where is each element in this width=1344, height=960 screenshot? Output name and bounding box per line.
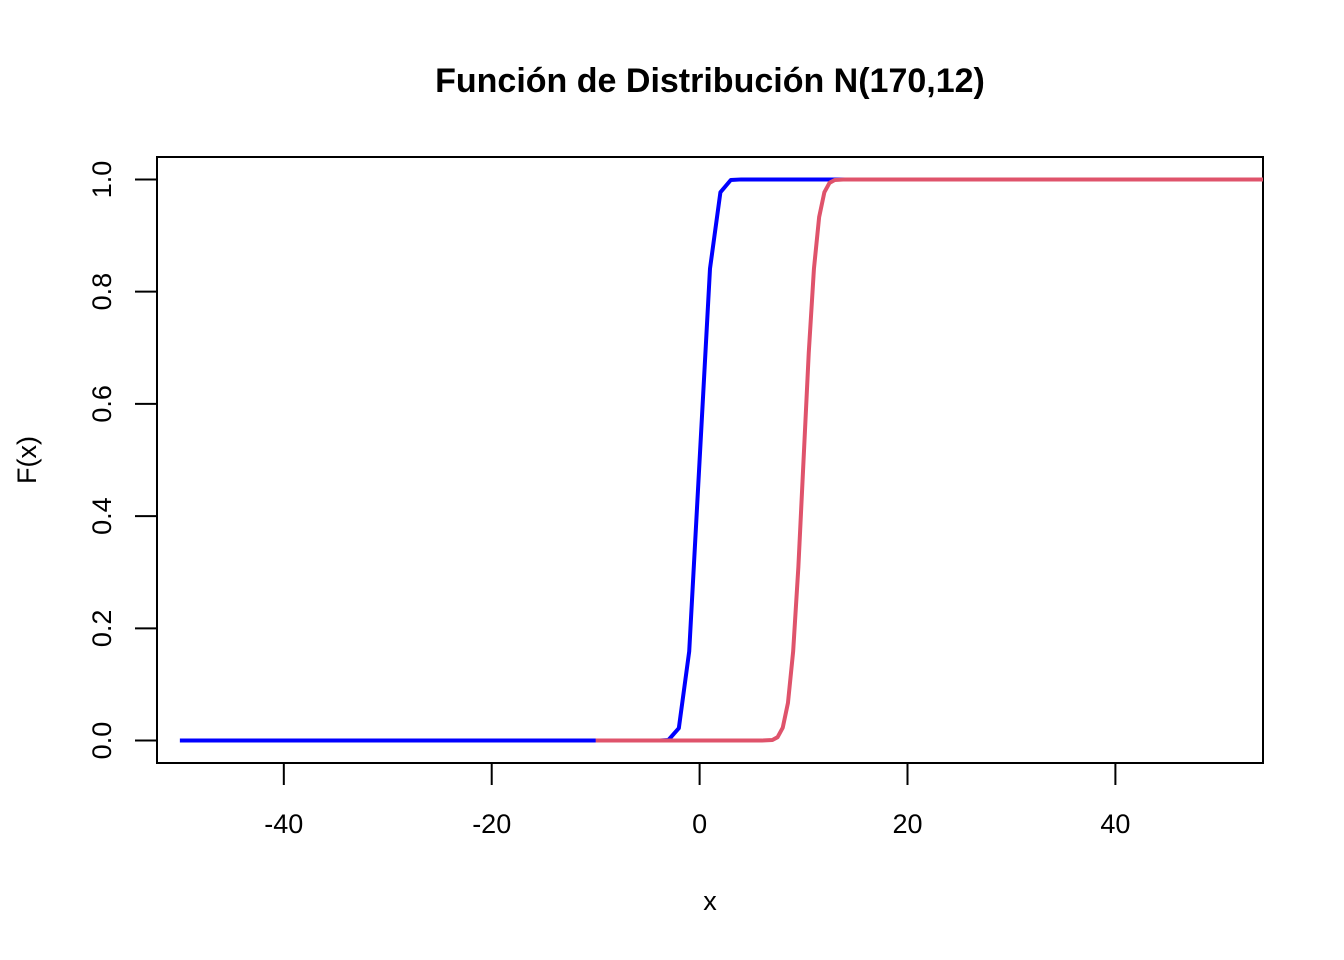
- chart-title: Función de Distribución N(170,12): [435, 62, 985, 100]
- x-tick-label: 40: [1100, 809, 1130, 839]
- y-axis-label: F(x): [12, 436, 42, 484]
- y-tick-label: 0.8: [87, 273, 117, 311]
- y-axis: 0.0 0.2 0.4 0.6 0.8 1.0: [87, 161, 158, 760]
- x-tick-label: -40: [264, 809, 303, 839]
- x-axis: -40 -20 0 20 40: [264, 762, 1130, 839]
- y-tick-label: 0.2: [87, 610, 117, 648]
- y-tick-label: 0.4: [87, 497, 117, 535]
- y-tick-label: 0.6: [87, 385, 117, 423]
- plot-frame: [156, 156, 1264, 764]
- y-tick-label: 1.0: [87, 161, 117, 199]
- series-layer: [179, 177, 1263, 743]
- series-line-1: [179, 177, 846, 743]
- x-tick-label: -20: [472, 809, 511, 839]
- x-tick-label: 20: [892, 809, 922, 839]
- x-axis-label: x: [703, 886, 717, 916]
- series-line-2: [595, 177, 1263, 743]
- y-tick-label: 0.0: [87, 722, 117, 760]
- x-tick-label: 0: [692, 809, 707, 839]
